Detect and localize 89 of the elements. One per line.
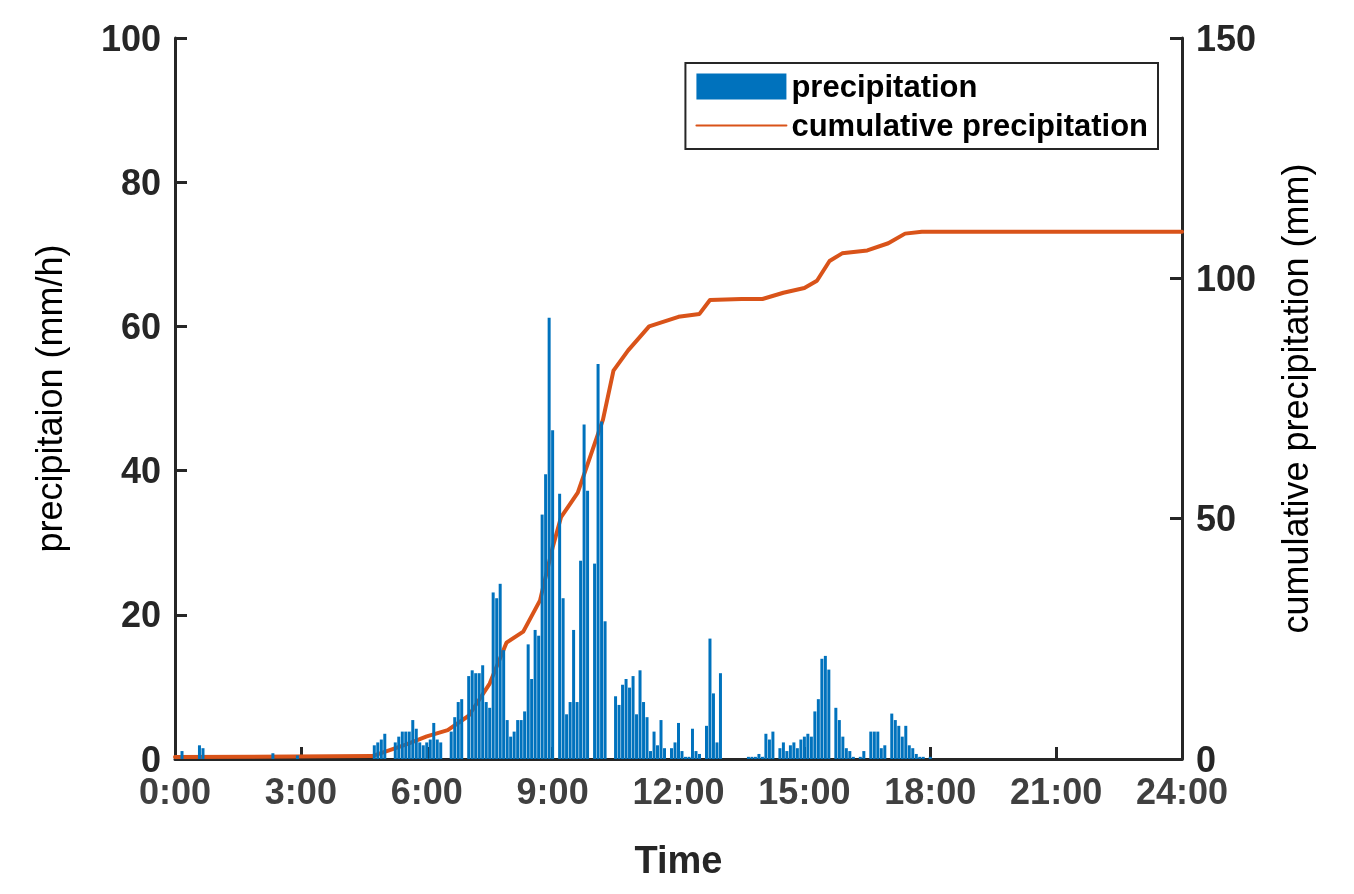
bar — [677, 722, 680, 759]
y2-tick-label: 50 — [1196, 498, 1237, 540]
bar — [921, 756, 925, 759]
bar — [718, 673, 722, 759]
bar — [481, 665, 485, 759]
bar — [771, 731, 775, 759]
bar — [848, 751, 852, 759]
x-tick-label: 9:00 — [516, 770, 589, 812]
bar — [491, 592, 495, 759]
bar — [400, 731, 404, 759]
bar — [911, 748, 915, 759]
bar — [708, 638, 712, 759]
y-tick-label: 60 — [120, 305, 161, 347]
y-axis-title: precipitaion (mm/h) — [28, 244, 70, 553]
bar — [876, 731, 880, 759]
bar — [470, 670, 474, 759]
bar — [652, 731, 656, 759]
bar — [802, 736, 806, 759]
bar — [411, 720, 415, 759]
bar — [624, 678, 628, 759]
bar — [792, 742, 796, 759]
bar — [596, 363, 600, 759]
bar — [582, 424, 586, 759]
x-tick-label: 18:00 — [884, 770, 977, 812]
bar — [764, 733, 768, 759]
bar — [799, 739, 803, 759]
bar — [533, 629, 537, 759]
bar — [432, 722, 436, 759]
x-tick-label: 6:00 — [390, 770, 463, 812]
bar — [404, 731, 408, 759]
y-tick-label: 40 — [120, 450, 161, 492]
y-tick-label: 100 — [100, 17, 161, 59]
bar — [372, 745, 376, 759]
bar — [746, 756, 750, 759]
bar — [823, 655, 827, 759]
bar — [498, 583, 502, 759]
x-tick-label: 21:00 — [1010, 770, 1103, 812]
bar — [376, 742, 380, 759]
bar — [201, 748, 205, 759]
bar — [869, 731, 873, 759]
legend-label: cumulative precipitation — [791, 108, 1148, 143]
bar — [572, 629, 576, 759]
bar — [781, 742, 785, 759]
bar — [631, 676, 635, 759]
bar — [397, 736, 401, 759]
y2-tick-label: 150 — [1196, 17, 1257, 59]
bar — [690, 728, 694, 759]
bar — [614, 696, 618, 759]
legend-label: precipitation — [791, 69, 978, 104]
bar — [516, 720, 520, 759]
bar — [820, 658, 824, 759]
bar — [904, 725, 908, 759]
y2-tick-label: 100 — [1196, 257, 1257, 299]
bar — [180, 751, 184, 759]
x-tick-label: 3:00 — [264, 770, 337, 812]
bar — [271, 753, 275, 759]
bar — [439, 742, 443, 759]
bar — [197, 745, 201, 759]
bar — [753, 756, 757, 759]
bar — [460, 699, 464, 759]
bar — [788, 745, 792, 759]
bar — [474, 673, 478, 759]
bar — [295, 755, 299, 759]
bar — [890, 713, 894, 759]
y-tick-label: 20 — [120, 594, 161, 636]
bar — [872, 731, 876, 759]
bar — [659, 720, 663, 759]
x-tick-label: 15:00 — [758, 770, 851, 812]
y2-axis-title: cumulative precipitation (mm) — [1274, 163, 1316, 634]
bar — [456, 702, 460, 759]
bar — [834, 707, 838, 759]
bar — [547, 317, 551, 759]
bar — [421, 745, 425, 759]
bar — [806, 733, 810, 759]
bar — [638, 670, 642, 759]
bar — [526, 644, 530, 759]
y-tick-label: 80 — [120, 161, 161, 203]
bar — [918, 756, 922, 759]
bar — [558, 493, 562, 759]
bar — [750, 756, 754, 759]
bar — [757, 753, 761, 759]
bar — [883, 745, 887, 759]
bar — [697, 753, 701, 759]
x-axis-title: Time — [634, 839, 723, 881]
bar — [928, 756, 932, 759]
bar — [425, 742, 429, 759]
bar — [862, 751, 866, 759]
x-tick-label: 12:00 — [632, 770, 725, 812]
bar — [383, 733, 387, 759]
